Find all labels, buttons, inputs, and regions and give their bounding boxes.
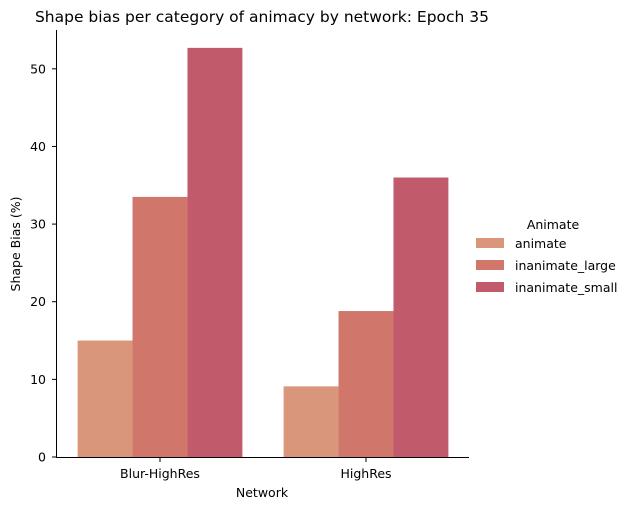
bar-inanimate_large — [338, 311, 394, 457]
legend: Animate animate inanimate_large inanimate_… — [476, 217, 617, 295]
x-tick-label: Blur-HighRes — [120, 466, 200, 481]
legend-swatch-inanimate_large — [476, 260, 504, 270]
bar-animate — [283, 386, 339, 457]
y-axis-ticks: 0 10 20 30 40 50 — [30, 61, 57, 465]
legend-label-inanimate_large: inanimate_large — [515, 258, 616, 273]
plot-area — [77, 47, 449, 458]
y-tick-label: 20 — [30, 294, 46, 309]
legend-title: Animate — [527, 217, 580, 232]
y-tick-label: 30 — [30, 217, 46, 232]
x-tick-label: HighRes — [340, 466, 391, 481]
bar-animate — [77, 340, 133, 457]
y-axis-label: Shape Bias (%) — [8, 197, 23, 292]
legend-label-inanimate_small: inanimate_small — [515, 280, 617, 295]
y-tick-label: 10 — [30, 372, 46, 387]
x-axis-ticks: Blur-HighRes HighRes — [120, 457, 392, 481]
x-axis-label: Network — [236, 485, 289, 500]
bar-inanimate_large — [132, 196, 188, 457]
legend-swatch-animate — [476, 238, 504, 248]
bar-inanimate_small — [393, 177, 449, 457]
y-tick-label: 0 — [38, 450, 46, 465]
chart-title: Shape bias per category of animacy by ne… — [35, 8, 489, 26]
y-tick-label: 40 — [30, 139, 46, 154]
y-tick-label: 50 — [30, 61, 46, 76]
legend-label-animate: animate — [515, 236, 567, 251]
bar-inanimate_small — [187, 47, 243, 458]
legend-swatch-inanimate_small — [476, 282, 504, 292]
